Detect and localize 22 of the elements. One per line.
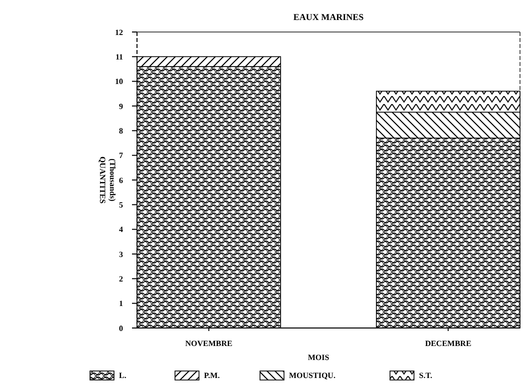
y-tick-label: 8 bbox=[119, 126, 123, 136]
y-tick-label: 12 bbox=[115, 28, 123, 37]
legend-label: L. bbox=[119, 371, 126, 380]
y-tick-label: 7 bbox=[119, 151, 123, 160]
y-tick-label: 6 bbox=[119, 176, 123, 185]
x-tick-label: DECEMBRE bbox=[425, 339, 472, 348]
chart-title: EAUX MARINES bbox=[293, 12, 364, 22]
legend-label: S.T. bbox=[419, 371, 432, 380]
y-tick-label: 5 bbox=[119, 200, 123, 210]
y-tick-label: 2 bbox=[119, 274, 123, 284]
y-tick-label: 9 bbox=[119, 102, 123, 111]
y-axis-title: QUANTITES (Thousands) bbox=[98, 156, 117, 204]
y-tick-label: 11 bbox=[115, 52, 123, 62]
x-tick-label: NOVEMBRE bbox=[185, 339, 232, 348]
y-tick-label: 10 bbox=[115, 77, 123, 86]
legend-label: MOUSTIQU. bbox=[289, 371, 336, 380]
legend-label: P.M. bbox=[204, 371, 220, 380]
y-tick-label: 1 bbox=[119, 299, 123, 308]
y-tick-label: 4 bbox=[119, 225, 123, 234]
x-axis-title: MOIS bbox=[308, 353, 330, 362]
y-tick-label: 3 bbox=[119, 250, 123, 259]
y-tick-label: 0 bbox=[119, 324, 123, 333]
